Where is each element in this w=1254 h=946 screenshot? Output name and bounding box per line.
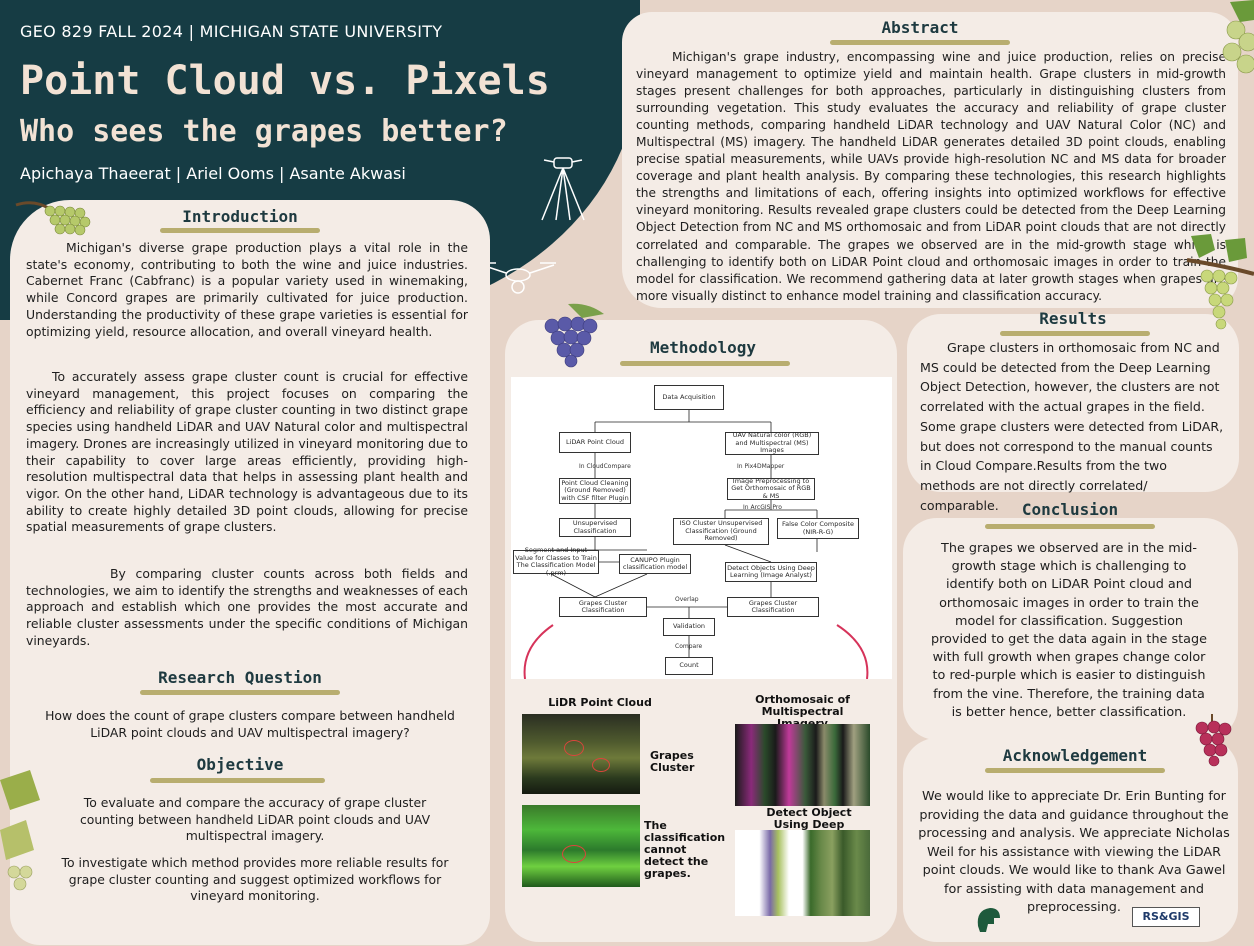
lidar-classification-image [522,805,640,887]
flow-label-overlap: Overlap [675,596,699,603]
objective-paragraph-1: To evaluate and compare the accuracy of … [79,795,431,844]
methodology-flowchart: Data Acquisition LiDAR Point Cloud UAV N… [511,377,892,679]
flow-grapes-cluster-left: Grapes Cluster Classification [559,597,647,617]
conclusion-panel [903,518,1238,740]
flow-label-arcgis-pro: In ArcGIS Pro [743,504,782,511]
conclusion-heading: Conclusion [1021,500,1119,519]
abstract-heading: Abstract [881,18,959,37]
results-panel [907,314,1239,492]
conclusion-text: The grapes we observed are in the mid-gr… [930,541,1208,720]
objective-underline [150,778,325,783]
spartan-helmet-logo [977,908,1000,932]
acknowledgement-heading: Acknowledgement [1002,746,1148,765]
grape-cluster-marker [562,845,586,863]
flow-detect-objects: Detect Objects Using Deep Learning (Imag… [725,562,817,582]
abstract-underline [830,40,1010,45]
flow-count: Count [665,657,713,675]
abstract-text: Michigan's grape industry, encompassing … [636,50,1226,303]
lidar-caption: LiDR Point Cloud [548,696,652,709]
results-underline [1000,331,1150,336]
drone-icon [480,262,556,294]
corner-grapes-icon [1222,0,1254,74]
introduction-heading: Introduction [182,207,298,226]
flow-iso-cluster: ISO Cluster Unsupervised Classification … [673,518,769,545]
poster-subtitle: Who sees the grapes better? [20,114,508,149]
grape-cluster-marker [564,740,584,756]
green-grapes-vine-icon [1186,234,1254,330]
flow-validation: Validation [663,618,715,636]
flow-point-cloud-cleaning: Point Cloud Cleaning (Ground Removed) wi… [559,478,631,504]
acknowledgement-underline [985,768,1165,773]
flow-uav-images: UAV Natural color (RGB) and Multispectra… [725,432,819,455]
flow-label-pix4dmapper: In Pix4DMapper [737,463,785,470]
flowchart-connectors [523,410,869,679]
introduction-underline [160,228,320,233]
flow-label-compare: Compare [675,643,703,650]
classification-note: The classification cannot detect the gra… [644,819,726,880]
flow-segment-input: Segment and Input Value for Classes to T… [513,546,599,576]
course-label: GEO 829 FALL 2024 | MICHIGAN STATE UNIVE… [20,22,443,41]
red-grapes-icon [1195,714,1232,767]
flow-image-preprocessing: Image Preprocessing to Get Orthomosaic o… [727,477,815,500]
flow-canupo: CANUPO Plugin classification model [619,554,691,574]
research-question-text: How does the count of grape clusters com… [45,708,455,740]
detect-object-image [735,830,870,916]
introduction-paragraph-2: To accurately assess grape cluster count… [26,369,468,535]
methodology-underline [620,361,790,366]
flow-false-color: False Color Composite (NIR-R-G) [777,518,859,539]
objective-heading: Objective [196,755,284,774]
results-text: Grape clusters in orthomosaic from NC an… [920,340,1224,513]
green-grapes-icon [15,201,91,236]
acknowledgement-text: We would like to appreciate Dr. Erin Bun… [918,789,1230,915]
introduction-panel [10,200,490,945]
research-question-heading: Research Question [158,668,322,687]
grapes-cluster-label: Grapes Cluster [650,749,695,774]
conclusion-underline [985,524,1155,529]
introduction-paragraph-1: Michigan's diverse grape production play… [26,240,468,339]
orthomosaic-image [735,724,870,806]
purple-grapes-icon [544,303,604,368]
poster-title: Point Cloud vs. Pixels [20,58,550,104]
results-heading: Results [1039,309,1107,328]
drone-scan-icon [541,157,585,221]
objective-paragraph-2: To investigate which method provides mor… [61,855,449,904]
introduction-paragraph-3: By comparing cluster counts across both … [26,566,468,648]
research-question-underline [140,690,340,695]
flow-lidar-point-cloud: LiDAR Point Cloud [559,432,631,453]
methodology-heading: Methodology [650,338,756,357]
abstract-panel [622,12,1238,308]
lidar-point-cloud-image [522,714,640,794]
flow-grapes-cluster-right: Grapes Cluster Classification [727,597,819,617]
flow-data-acquisition: Data Acquisition [654,385,724,410]
rsgis-logo: RS&GIS [1132,907,1200,927]
grape-cluster-marker [592,758,610,772]
left-vine-leaves-icon [0,770,40,891]
flow-label-cloudcompare: In CloudCompare [579,463,631,470]
flow-unsupervised-classification: Unsupervised Classification [559,518,631,537]
authors: Apichaya Thaeerat | Ariel Ooms | Asante … [20,164,406,183]
